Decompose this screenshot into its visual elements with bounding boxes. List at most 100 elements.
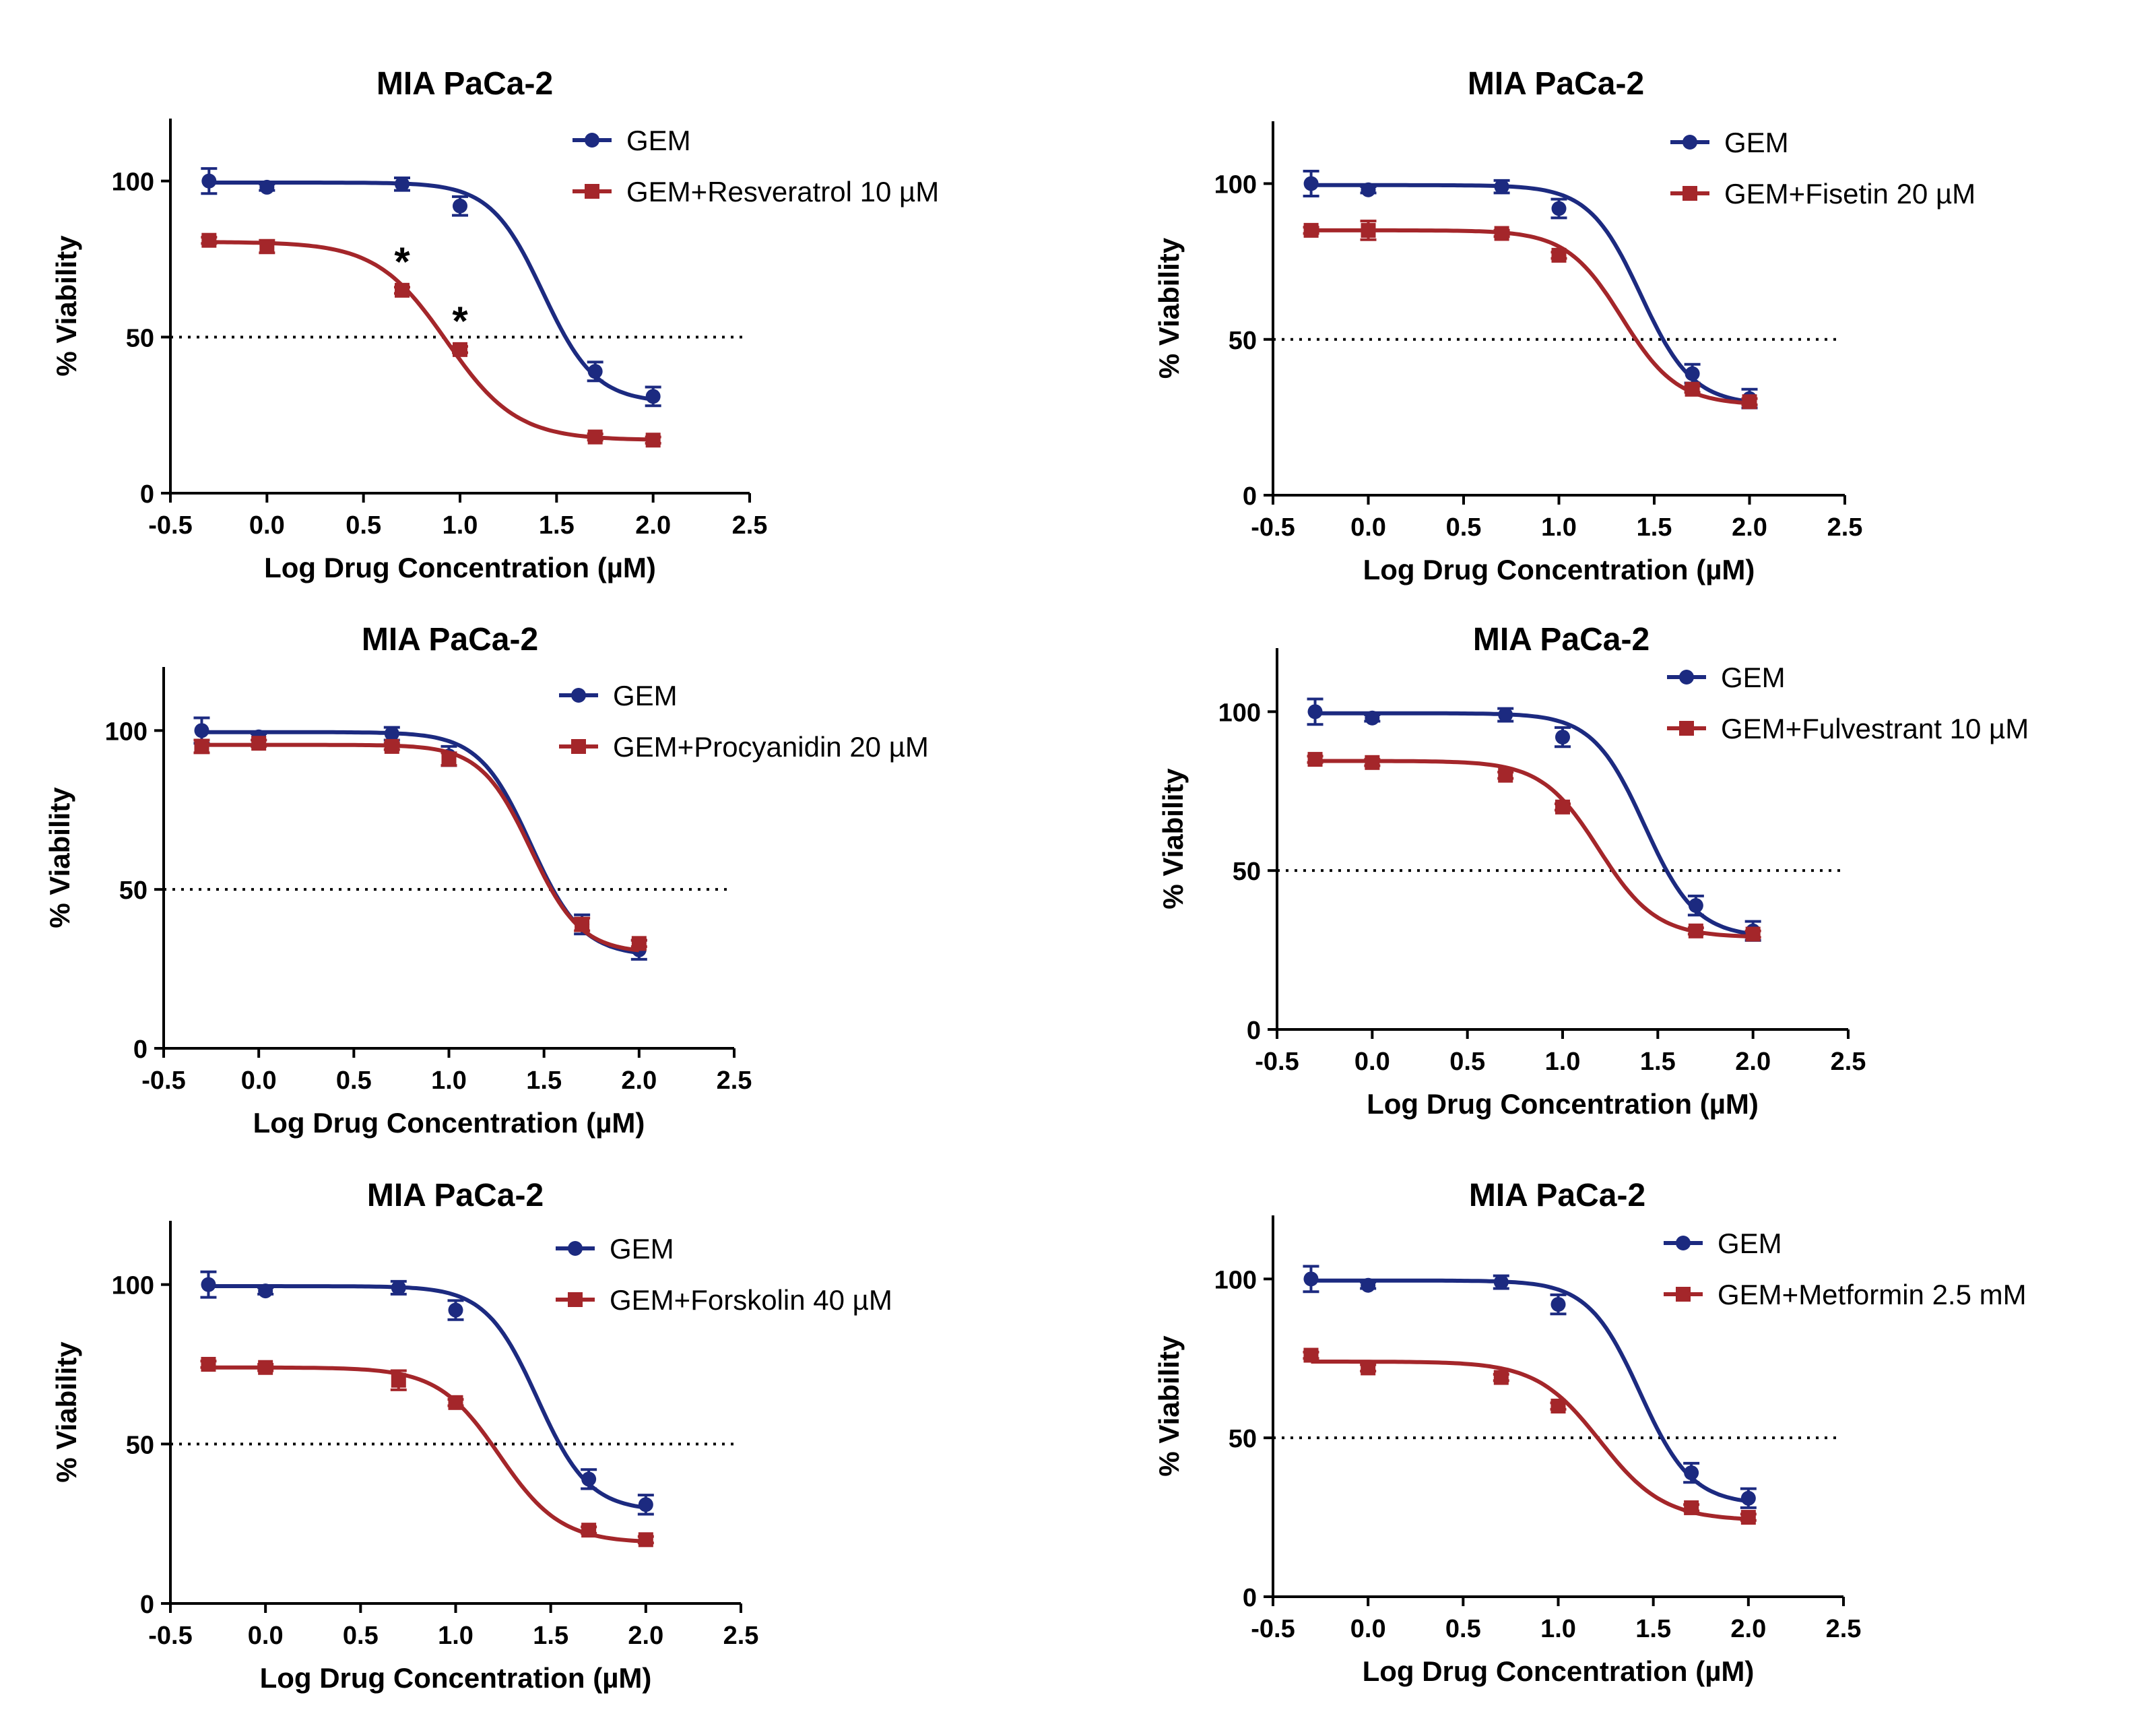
data-point [645, 389, 661, 404]
x-tick-label: -0.5 [141, 1067, 185, 1095]
x-tick-label: 1.5 [533, 1622, 568, 1650]
fitted-curve [208, 1284, 647, 1510]
x-tick-label: 0.0 [1350, 1615, 1386, 1643]
panel-2: MIA PaCa-2 -0.5 0.0 0.5 1.0 1.5 2.0 2.5 0 50 100 Lo… [1153, 66, 1975, 585]
data-point [1365, 755, 1380, 770]
data-point [1550, 1399, 1566, 1413]
y-tick-label: 0 [133, 1036, 148, 1064]
data-point [1684, 1500, 1699, 1515]
legend-marker [568, 1292, 583, 1307]
data-point [581, 1471, 597, 1487]
data-point [395, 177, 410, 192]
y-tick-label: 50 [1229, 1425, 1257, 1453]
series-combination [1303, 220, 1758, 410]
y-axis-label: % Viability [51, 1341, 82, 1483]
x-tick-label: 0.5 [1446, 513, 1482, 542]
x-axis-label: Log Drug Concentration (µM) [260, 1662, 652, 1694]
data-point [258, 1360, 273, 1375]
data-point [1361, 222, 1376, 238]
x-tick-label: 2.0 [1730, 1615, 1766, 1643]
data-point [251, 736, 267, 751]
data-point [201, 1277, 216, 1292]
data-point [638, 1497, 653, 1513]
legend-label: GEM [626, 125, 691, 156]
series-combination [193, 736, 647, 953]
series-combination [1303, 1347, 1757, 1525]
panel-title: MIA PaCa-2 [1473, 622, 1649, 658]
x-tick-label: 2.0 [628, 1622, 663, 1650]
y-axis-label: % Viability [44, 787, 75, 928]
x-tick-label: 2.0 [635, 511, 671, 540]
y-tick-label: 100 [1214, 1266, 1257, 1294]
x-tick-label: 1.5 [526, 1067, 562, 1095]
data-point [587, 364, 603, 379]
data-point [587, 429, 603, 445]
legend-marker [1676, 1236, 1691, 1250]
x-tick-label: 1.0 [1541, 513, 1577, 542]
fitted-curve [1315, 711, 1754, 936]
legend-label: GEM [613, 680, 678, 711]
data-point [1498, 707, 1513, 723]
data-point [1740, 1510, 1756, 1525]
x-tick-label: 0.0 [1354, 1048, 1390, 1076]
data-point [1498, 767, 1513, 783]
data-point [1551, 201, 1567, 216]
data-point [1555, 730, 1570, 745]
data-point [201, 173, 217, 189]
data-point [1494, 226, 1509, 241]
x-tick-label: 1.0 [1540, 1615, 1576, 1643]
legend-label: GEM+Resveratrol 10 µM [626, 176, 939, 208]
fitted-curve [1311, 1278, 1749, 1504]
data-point [453, 342, 467, 357]
x-tick-label: 0.0 [249, 511, 285, 540]
legend-marker [1676, 1287, 1691, 1302]
data-point [384, 726, 399, 742]
data-point [1303, 176, 1319, 191]
x-tick-label: 1.5 [1637, 513, 1672, 542]
legend-label: GEM [1718, 1228, 1782, 1259]
legend-marker [1679, 670, 1694, 685]
data-point [1493, 1275, 1509, 1290]
fitted-curve [1311, 228, 1750, 406]
data-point [201, 1357, 216, 1372]
data-point [1307, 704, 1323, 720]
y-tick-label: 100 [112, 168, 154, 197]
legend-marker [571, 688, 586, 703]
data-point [259, 179, 275, 195]
data-point [448, 1395, 463, 1410]
x-tick-label: 1.0 [438, 1622, 473, 1650]
data-point [1303, 222, 1319, 238]
x-tick-label: 0.5 [1445, 1615, 1481, 1643]
data-point [201, 232, 217, 248]
y-tick-label: 0 [1247, 1017, 1261, 1045]
y-tick-label: 100 [1218, 699, 1261, 727]
series-combination [200, 1357, 654, 1548]
data-point [391, 1372, 406, 1388]
series-gem [1303, 1265, 1757, 1509]
x-tick-label: 2.5 [1831, 1048, 1866, 1076]
series-gem [201, 167, 661, 408]
y-tick-label: 100 [112, 1272, 154, 1300]
data-point [391, 1280, 406, 1296]
data-point [1742, 394, 1757, 410]
panel-3: MIA PaCa-2 -0.5 0.0 0.5 1.0 1.5 2.0 2.5 0 50 100 Lo… [44, 622, 929, 1139]
y-tick-label: 0 [140, 1591, 154, 1619]
data-point [1361, 1277, 1376, 1293]
significance-star: * [394, 239, 410, 284]
data-point [259, 238, 275, 254]
data-point [1303, 1271, 1319, 1287]
data-point [1685, 381, 1700, 397]
fitted-curve [1311, 1360, 1749, 1521]
legend-label: GEM+Fisetin 20 µM [1724, 178, 1975, 210]
legend-marker [568, 1241, 583, 1256]
x-tick-label: 2.5 [732, 511, 768, 540]
data-point [194, 738, 209, 754]
series-combination [1307, 752, 1761, 942]
data-point [1550, 1297, 1566, 1312]
data-point [1494, 179, 1509, 195]
panel-5: MIA PaCa-2 -0.5 0.0 0.5 1.0 1.5 2.0 2.5 0 50 100 Lo… [51, 1178, 892, 1694]
data-point [1307, 752, 1323, 767]
y-tick-label: 50 [1233, 858, 1261, 886]
x-tick-label: -0.5 [1255, 1048, 1299, 1076]
panel-1: MIA PaCa-2 -0.5 0.0 0.5 1.0 1.5 2.0 2.5 0 50 100 Lo… [51, 66, 939, 583]
